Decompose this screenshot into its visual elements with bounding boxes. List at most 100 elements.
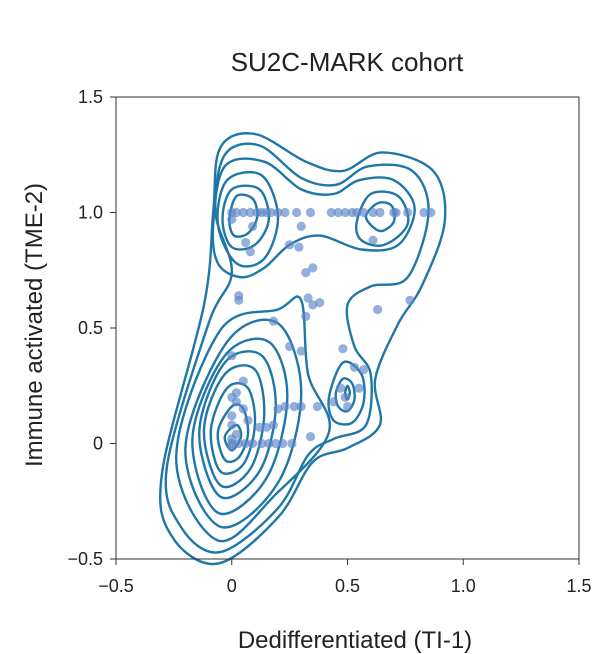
data-point-79: [264, 438, 274, 449]
data-point-4: [245, 207, 255, 218]
data-point-83: [305, 432, 316, 442]
contour-line-19: [159, 132, 447, 566]
data-point-59: [231, 397, 241, 407]
x-tick-label: 0: [227, 576, 237, 596]
data-point-31: [285, 240, 295, 250]
x-tick-label: 0.5: [335, 576, 360, 596]
data-point-39: [308, 300, 318, 310]
data-point-26: [227, 214, 237, 224]
data-point-18: [359, 207, 369, 218]
data-point-44: [301, 311, 311, 321]
data-point-68: [296, 401, 306, 412]
data-point-78: [257, 438, 267, 449]
contour-line-17: [211, 157, 416, 279]
data-point-25: [426, 207, 436, 218]
data-point-46: [285, 341, 295, 352]
contour-line-10: [221, 184, 271, 251]
data-point-30: [241, 237, 251, 248]
data-point-8: [266, 207, 276, 218]
y-axis-label: Immune activated (TME-2): [21, 183, 48, 467]
data-point-65: [273, 404, 283, 414]
data-point-67: [289, 401, 299, 412]
data-point-45: [338, 344, 348, 354]
x-tick-label: 1.5: [566, 576, 591, 596]
data-point-17: [352, 207, 362, 218]
data-point-76: [241, 438, 251, 449]
contour-line-9: [228, 193, 259, 238]
plot-frame: [115, 96, 580, 560]
data-point-70: [227, 411, 237, 421]
data-point-62: [254, 422, 265, 432]
y-tick-label: 0: [93, 434, 103, 454]
contour-line-13: [354, 190, 410, 247]
contour-line-3: [209, 381, 257, 475]
data-point-38: [303, 293, 313, 303]
data-point-33: [294, 242, 304, 252]
data-point-24: [419, 207, 429, 218]
data-point-22: [391, 207, 401, 218]
data-point-54: [329, 397, 339, 407]
data-point-41: [315, 298, 325, 308]
data-point-32: [245, 247, 255, 257]
x-axis-label: Dedifferentiated (TI-1): [238, 627, 472, 654]
x-tick-label: 1.0: [451, 576, 476, 596]
x-tick-label: −0.5: [98, 576, 134, 596]
contour-line-6: [191, 337, 289, 516]
data-point-10: [280, 207, 290, 218]
data-point-50: [359, 365, 369, 375]
y-axis: −0.5 0 0.5 1.0 1.5: [67, 87, 116, 569]
data-point-15: [340, 207, 350, 218]
data-point-2: [231, 207, 241, 218]
data-point-37: [234, 295, 244, 305]
data-point-3: [238, 207, 248, 218]
data-point-48: [227, 351, 237, 361]
contour-line-16: [327, 360, 366, 426]
data-point-13: [326, 207, 336, 218]
contour-line-2: [216, 403, 250, 464]
data-point-66: [280, 401, 290, 412]
data-point-47: [296, 346, 306, 356]
data-point-71: [227, 420, 237, 430]
data-point-55: [342, 401, 353, 412]
scatter-points: [227, 207, 436, 451]
data-point-20: [375, 207, 385, 218]
data-point-35: [301, 268, 311, 278]
data-point-82: [287, 438, 297, 449]
data-point-81: [278, 438, 288, 449]
data-point-80: [271, 438, 281, 449]
data-point-23: [403, 207, 413, 218]
y-tick-label: 0.5: [78, 318, 103, 338]
data-point-56: [238, 376, 248, 386]
data-point-19: [368, 207, 378, 218]
data-point-40: [405, 295, 415, 305]
y-tick-label: −0.5: [67, 549, 103, 569]
data-point-28: [296, 221, 306, 231]
data-point-34: [308, 263, 318, 273]
contour-line-18: [164, 142, 430, 554]
contour-line-15: [334, 377, 356, 413]
data-point-43: [268, 316, 278, 326]
chart-title: SU2C-MARK cohort: [231, 47, 464, 77]
contour-line-8: [174, 295, 332, 543]
data-point-52: [340, 392, 350, 402]
data-point-69: [312, 401, 322, 412]
data-point-11: [292, 207, 302, 218]
data-point-84: [227, 441, 237, 451]
data-point-53: [354, 383, 364, 393]
data-point-77: [248, 438, 258, 449]
data-point-60: [238, 404, 248, 414]
data-point-29: [368, 235, 378, 245]
data-point-27: [248, 221, 258, 231]
data-point-51: [336, 383, 346, 393]
data-point-63: [261, 422, 272, 432]
data-point-64: [268, 420, 278, 430]
y-tick-label: 1.5: [78, 87, 103, 107]
x-axis: −0.5 0 0.5 1.0 1.5: [98, 559, 592, 596]
data-point-61: [243, 415, 253, 425]
data-point-49: [349, 362, 359, 372]
contour-line-7: [184, 318, 303, 529]
contour-line-4: [202, 364, 266, 489]
data-point-12: [305, 207, 316, 218]
data-point-14: [333, 207, 343, 218]
